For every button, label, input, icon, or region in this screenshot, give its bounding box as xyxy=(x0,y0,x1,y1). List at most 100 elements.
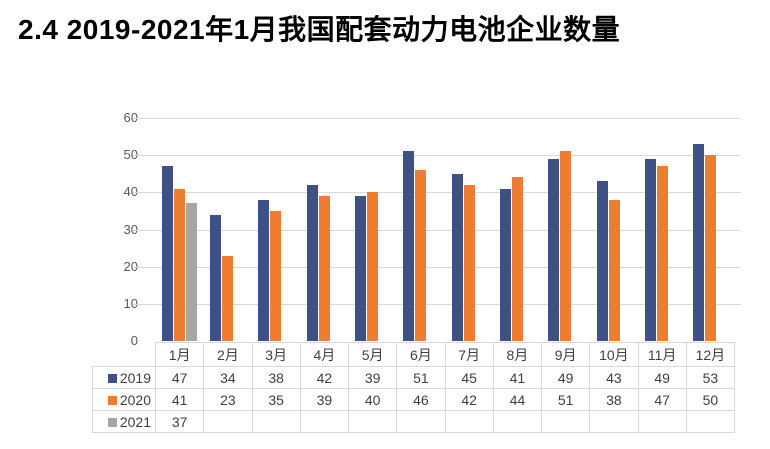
month-header-6月: 6月 xyxy=(396,342,446,367)
value-cell-2021-12月 xyxy=(685,410,736,433)
gridline xyxy=(133,155,741,157)
bar-2019-11月 xyxy=(644,159,656,341)
value-cell-2020-6月: 46 xyxy=(396,388,446,411)
bar-2019-9月 xyxy=(548,159,560,341)
month-header-11月: 11月 xyxy=(637,342,687,367)
table-corner-cell xyxy=(92,342,156,367)
value-cell-2019-2月: 34 xyxy=(203,366,253,389)
value-cell-2019-5月: 39 xyxy=(347,366,398,389)
legend-label-2020: 2020 xyxy=(119,391,151,408)
plot-area xyxy=(155,118,735,341)
value-cell-2019-7月: 45 xyxy=(444,366,494,389)
legend-swatch-2020-icon xyxy=(107,395,117,405)
bar-group-7月 xyxy=(445,118,493,341)
gridline xyxy=(133,118,741,119)
bar-group-5月 xyxy=(348,118,396,341)
bar-2020-8月 xyxy=(511,177,523,341)
value-cell-2020-8月: 44 xyxy=(492,388,543,411)
y-axis-tick-label: 50 xyxy=(123,147,138,163)
value-cell-2019-11月: 49 xyxy=(637,366,687,389)
y-axis-tick-label: 60 xyxy=(123,110,138,125)
value-cell-2021-6月 xyxy=(396,410,446,433)
legend-swatch-2021-icon xyxy=(107,417,117,427)
bar-2020-4月 xyxy=(318,196,330,341)
month-header-9月: 9月 xyxy=(540,342,591,367)
value-cell-2021-3月 xyxy=(251,410,301,433)
bar-2019-2月 xyxy=(209,215,221,341)
value-cell-2020-1月: 41 xyxy=(154,388,205,411)
bar-2019-6月 xyxy=(403,151,415,341)
month-header-10月: 10月 xyxy=(589,342,639,367)
bar-2020-6月 xyxy=(415,170,427,341)
y-axis-tick-label: 30 xyxy=(123,221,138,237)
gridline xyxy=(133,303,741,305)
y-axis-tick-label: 10 xyxy=(123,295,138,311)
gridline xyxy=(133,266,741,268)
table-header-row: 1月 2月 3月 4月 5月 6月 7月 8月 9月 10月 11月 12月 xyxy=(92,342,736,367)
gridline xyxy=(133,192,741,194)
value-cell-2019-1月: 47 xyxy=(154,366,205,389)
bar-group-1月 xyxy=(155,118,203,341)
bar-group-9月 xyxy=(542,118,590,341)
bar-2020-7月 xyxy=(463,185,475,341)
bar-2020-1月 xyxy=(173,189,185,341)
value-cell-2019-12月: 53 xyxy=(685,366,736,389)
bar-group-8月 xyxy=(493,118,541,341)
value-cell-2019-4月: 42 xyxy=(299,366,350,389)
bar-2019-7月 xyxy=(451,174,463,341)
y-axis-tick-label: 40 xyxy=(123,184,138,200)
table-row-2019: 2019 47 34 38 42 39 51 45 41 49 43 49 53 xyxy=(92,366,736,389)
month-header-4月: 4月 xyxy=(299,342,350,367)
value-cell-2020-3月: 35 xyxy=(251,388,301,411)
value-cell-2019-3月: 38 xyxy=(251,366,301,389)
bar-group-10月 xyxy=(590,118,638,341)
legend-label-2021: 2021 xyxy=(119,413,151,430)
legend-swatch-2019-icon xyxy=(107,373,117,383)
value-cell-2020-12月: 50 xyxy=(685,388,736,411)
value-cell-2021-9月 xyxy=(540,410,591,433)
bar-group-2月 xyxy=(203,118,251,341)
bar-2020-12月 xyxy=(705,155,717,341)
month-header-12月: 12月 xyxy=(685,342,736,367)
bar-2020-2月 xyxy=(221,256,233,341)
bar-group-12月 xyxy=(687,118,735,341)
bar-2019-3月 xyxy=(258,200,270,341)
value-cell-2020-4月: 39 xyxy=(299,388,350,411)
value-cell-2020-11月: 47 xyxy=(637,388,687,411)
bar-2020-10月 xyxy=(608,200,620,341)
table-row-2020: 2020 41 23 35 39 40 46 42 44 51 38 47 50 xyxy=(92,388,736,411)
month-header-1月: 1月 xyxy=(154,342,205,367)
gridline xyxy=(133,229,741,231)
value-cell-2021-4月 xyxy=(299,410,350,433)
value-cell-2020-2月: 23 xyxy=(203,388,253,411)
table-row-2021: 2021 37 xyxy=(92,410,736,433)
bar-group-6月 xyxy=(397,118,445,341)
value-cell-2019-8月: 41 xyxy=(492,366,543,389)
bar-2019-1月 xyxy=(161,166,173,341)
bar-2019-12月 xyxy=(693,144,705,341)
month-header-3月: 3月 xyxy=(251,342,301,367)
bar-2021-1月 xyxy=(185,203,197,341)
value-cell-2020-9月: 51 xyxy=(540,388,591,411)
bar-group-11月 xyxy=(638,118,686,341)
y-axis-tick-label: 20 xyxy=(123,258,138,274)
value-cell-2021-1月: 37 xyxy=(154,410,205,433)
chart-data-table: 1月 2月 3月 4月 5月 6月 7月 8月 9月 10月 11月 12月 2019 47 34 38 42 3… xyxy=(92,342,736,433)
value-cell-2021-5月 xyxy=(347,410,398,433)
value-cell-2021-11月 xyxy=(637,410,687,433)
legend-cell-2020: 2020 xyxy=(92,388,156,411)
bar-2020-11月 xyxy=(656,166,668,341)
legend-cell-2019: 2019 xyxy=(92,366,156,389)
value-cell-2019-6月: 51 xyxy=(396,366,446,389)
bar-2019-5月 xyxy=(354,196,366,341)
bar-2019-4月 xyxy=(306,185,318,341)
value-cell-2021-10月 xyxy=(589,410,639,433)
value-cell-2020-5月: 40 xyxy=(347,388,398,411)
page-title: 2.4 2019-2021年1月我国配套动力电池企业数量 xyxy=(18,14,621,45)
month-header-2月: 2月 xyxy=(203,342,253,367)
legend-label-2019: 2019 xyxy=(119,369,151,386)
value-cell-2021-8月 xyxy=(492,410,543,433)
month-header-8月: 8月 xyxy=(492,342,543,367)
value-cell-2021-2月 xyxy=(203,410,253,433)
bar-2019-8月 xyxy=(499,189,511,341)
